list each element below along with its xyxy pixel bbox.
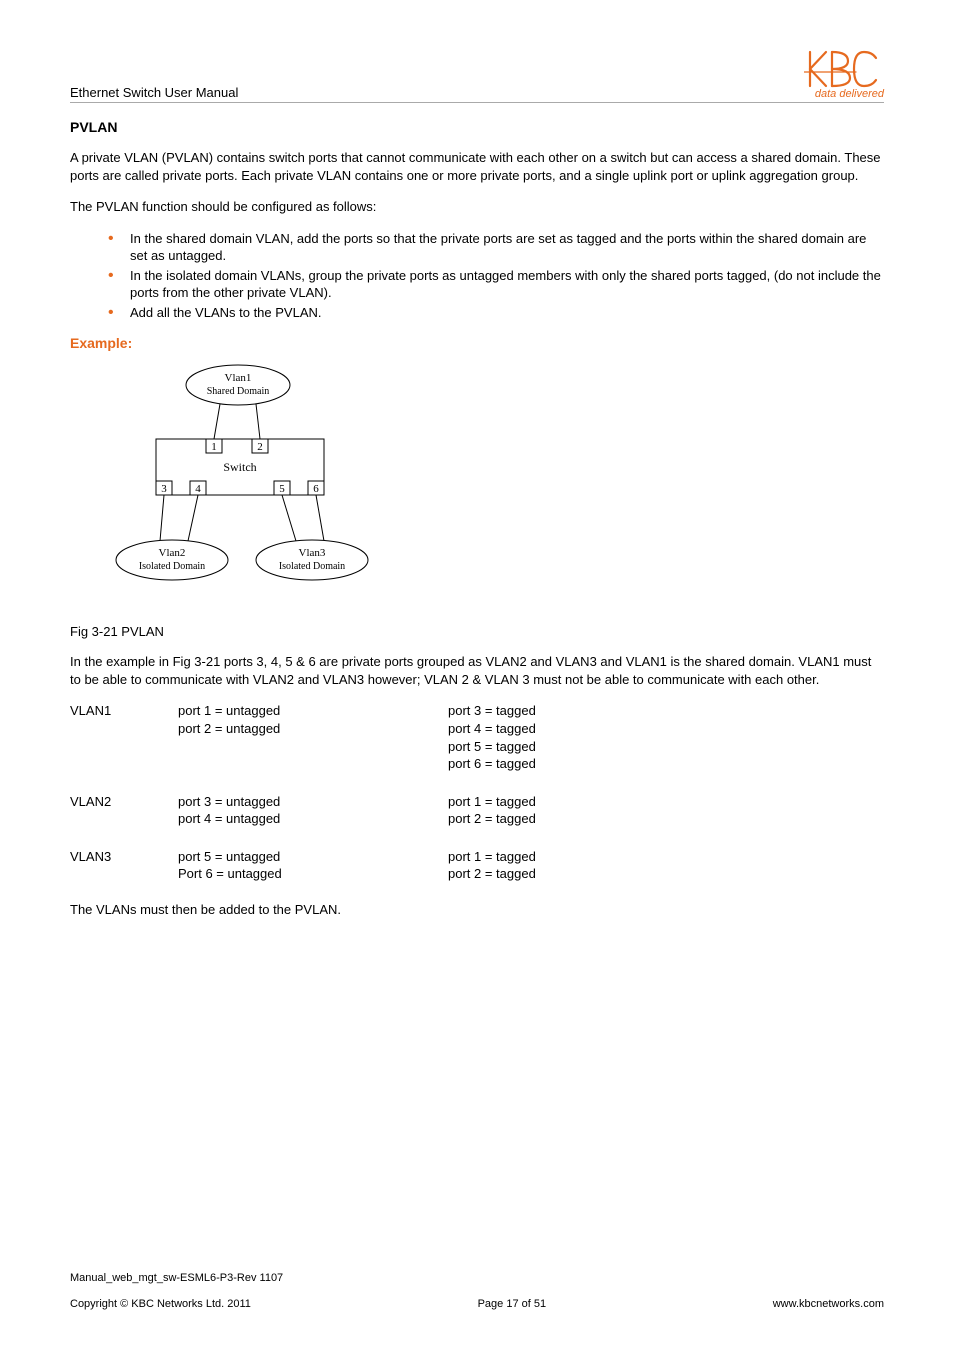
bullet-item: In the isolated domain VLANs, group the … <box>108 267 884 302</box>
svg-text:4: 4 <box>195 483 201 495</box>
closing-paragraph: The VLANs must then be added to the PVLA… <box>70 901 884 919</box>
vlan-tagged: port 1 = tagged <box>448 848 536 866</box>
svg-text:2: 2 <box>257 441 263 453</box>
vlan-untagged: port 3 = untagged <box>178 793 448 811</box>
bullet-item: In the shared domain VLAN, add the ports… <box>108 230 884 265</box>
svg-text:6: 6 <box>313 483 319 495</box>
vlan-tagged: port 5 = tagged <box>448 738 536 756</box>
vlan-name: VLAN2 <box>70 793 178 828</box>
footer-page: Page 17 of 51 <box>478 1298 547 1310</box>
vlan-untagged: Port 6 = untagged <box>178 865 448 883</box>
bullet-item: Add all the VLANs to the PVLAN. <box>108 304 884 322</box>
config-bullet-list: In the shared domain VLAN, add the ports… <box>70 230 884 322</box>
example-label: Example: <box>70 335 884 351</box>
vlan-tagged: port 3 = tagged <box>448 702 536 720</box>
svg-text:3: 3 <box>161 483 167 495</box>
vlan-name: VLAN3 <box>70 848 178 883</box>
example-paragraph: In the example in Fig 3-21 ports 3, 4, 5… <box>70 653 884 688</box>
vlan-tagged: port 4 = tagged <box>448 720 536 738</box>
vlan-row: VLAN3 port 5 = untagged Port 6 = untagge… <box>70 848 884 883</box>
svg-text:5: 5 <box>279 483 285 495</box>
vlan-untagged: port 2 = untagged <box>178 720 448 738</box>
pvlan-diagram: Vlan1 Shared Domain Switch 1 2 3 4 5 6 V… <box>70 363 884 596</box>
brand-logo: data delivered <box>804 48 884 100</box>
svg-text:Vlan3: Vlan3 <box>299 547 326 559</box>
vlan-tagged: port 2 = tagged <box>448 810 536 828</box>
vlan-name: VLAN1 <box>70 702 178 772</box>
page-header: Ethernet Switch User Manual data deliver… <box>70 48 884 103</box>
footer-url: www.kbcnetworks.com <box>773 1298 884 1310</box>
page-footer: Manual_web_mgt_sw-ESML6-P3-Rev 1107 Copy… <box>70 1272 884 1310</box>
footer-doc-ref: Manual_web_mgt_sw-ESML6-P3-Rev 1107 <box>70 1272 884 1284</box>
diagram-top-line2: Shared Domain <box>207 386 270 397</box>
header-title: Ethernet Switch User Manual <box>70 85 238 100</box>
svg-text:Isolated Domain: Isolated Domain <box>139 561 205 572</box>
diagram-switch-label: Switch <box>223 460 256 474</box>
vlan-untagged: port 4 = untagged <box>178 810 448 828</box>
svg-text:Isolated Domain: Isolated Domain <box>279 561 345 572</box>
svg-text:Vlan2: Vlan2 <box>159 547 186 559</box>
logo-tagline: data delivered <box>815 88 884 100</box>
kbc-logo-icon <box>804 48 884 90</box>
vlan-tagged: port 6 = tagged <box>448 755 536 773</box>
vlan-tagged: port 2 = tagged <box>448 865 536 883</box>
vlan-row: VLAN1 port 1 = untagged port 2 = untagge… <box>70 702 884 772</box>
figure-caption: Fig 3-21 PVLAN <box>70 624 884 639</box>
vlan-untagged: port 1 = untagged <box>178 702 448 720</box>
footer-copyright: Copyright © KBC Networks Ltd. 2011 <box>70 1298 251 1310</box>
config-paragraph: The PVLAN function should be configured … <box>70 198 884 216</box>
intro-paragraph: A private VLAN (PVLAN) contains switch p… <box>70 149 884 184</box>
section-heading: PVLAN <box>70 119 884 135</box>
vlan-row: VLAN2 port 3 = untagged port 4 = untagge… <box>70 793 884 828</box>
vlan-tagged: port 1 = tagged <box>448 793 536 811</box>
svg-text:1: 1 <box>211 441 217 453</box>
diagram-top-line1: Vlan1 <box>225 372 252 384</box>
vlan-port-table: VLAN1 port 1 = untagged port 2 = untagge… <box>70 702 884 882</box>
vlan-untagged: port 5 = untagged <box>178 848 448 866</box>
